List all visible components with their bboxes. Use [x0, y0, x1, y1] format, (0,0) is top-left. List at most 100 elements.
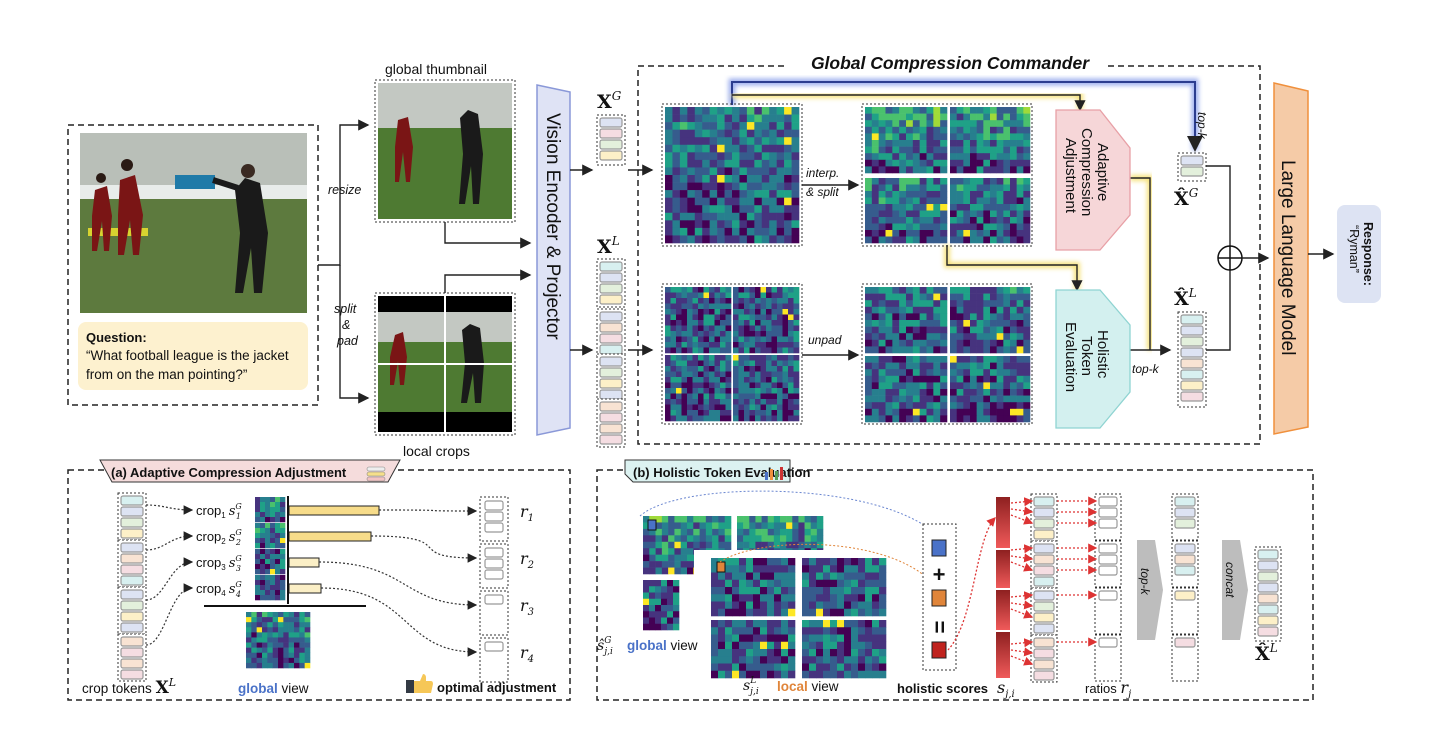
panel-a: (a) Adaptive Compression Adjustment crop… [67, 459, 571, 701]
token [599, 356, 623, 367]
concat-arrow: concat [1222, 540, 1248, 640]
token-stack [596, 308, 626, 358]
token [120, 589, 144, 600]
thumbs-up-icon [406, 674, 433, 693]
token [1180, 380, 1204, 391]
token [1098, 637, 1118, 648]
red-connector [1010, 561, 1034, 572]
token-stack [1030, 540, 1058, 589]
global-score-symbol: ŝG j,i [597, 636, 613, 657]
score-symbol: sj,i [997, 678, 1015, 700]
token [599, 389, 623, 400]
token-stack [1177, 311, 1207, 408]
heatmap [865, 356, 948, 423]
xl-label: XL [597, 234, 620, 258]
token [484, 500, 504, 511]
score-bar [996, 590, 1010, 630]
dotted-connector [145, 531, 194, 551]
heatmaps [665, 107, 1031, 423]
local-crops [374, 292, 516, 436]
token [1174, 543, 1196, 554]
dotted-connector [370, 535, 478, 563]
token [1098, 496, 1118, 507]
token-stack [1030, 634, 1058, 683]
token [1033, 590, 1055, 601]
heatmap [733, 355, 800, 422]
sum-operator-icon [1217, 245, 1243, 271]
token [1180, 347, 1204, 358]
question-text-line2: from on the man pointing?” [86, 367, 247, 382]
red-connector [1010, 608, 1034, 619]
llm-block: Large Language Model [1273, 82, 1309, 435]
bar-chart-icon [765, 467, 783, 480]
question-title: Question: [86, 330, 147, 345]
token [599, 333, 623, 344]
llm-label: Large Language Model [1277, 160, 1298, 355]
token [1257, 571, 1279, 582]
pad-label: pad [336, 334, 359, 348]
token [120, 600, 144, 611]
topk-global-label: top-k [1195, 112, 1209, 140]
heatmap [950, 107, 1031, 174]
heatmap [865, 287, 948, 354]
dotted-connector [145, 557, 194, 601]
holistic-score-square [931, 641, 947, 659]
token [1257, 560, 1279, 571]
heatmap [711, 620, 796, 679]
red-connector [1010, 553, 1034, 563]
token [120, 506, 144, 517]
token-stack [596, 398, 626, 448]
response-title: Response: [1361, 222, 1375, 286]
token [599, 412, 623, 423]
token-stacks [596, 114, 1207, 448]
score-combination: + = [922, 523, 957, 671]
heatmap [802, 620, 887, 679]
sliders-icon [366, 466, 386, 482]
local-view-label: local view [777, 679, 839, 694]
question-box [78, 322, 308, 390]
crop-label: crop3 sG 3 [196, 554, 242, 573]
token [484, 569, 504, 580]
token-stack [596, 353, 626, 403]
token [484, 558, 504, 569]
token [1033, 576, 1055, 587]
token [120, 528, 144, 539]
crop-label: crop4 sG 4 [196, 580, 242, 599]
token [1257, 582, 1279, 593]
red-connector [1010, 638, 1034, 648]
token [1033, 496, 1055, 507]
aca-label-3: Adjustment [1062, 138, 1079, 214]
topk-arrow-label: top-k [1138, 568, 1152, 596]
heatmap [255, 497, 286, 523]
token [120, 575, 144, 586]
plus-sign: + [933, 562, 946, 587]
vision-encoder-label: Vision Encoder & Projector [542, 113, 563, 340]
unpad-label: unpad [808, 333, 842, 347]
token [599, 283, 623, 294]
resize-label: resize [328, 183, 361, 197]
token [599, 150, 623, 161]
global-view-label-b: global view [627, 638, 698, 653]
token [599, 272, 623, 283]
hte-module: Holistic Token Evaluation [1055, 289, 1131, 429]
input-panel: Question: “What football league is the j… [67, 124, 319, 406]
heatmap [802, 558, 887, 617]
heatmap [643, 580, 680, 631]
token [1098, 507, 1118, 518]
token [1174, 518, 1196, 529]
token [120, 542, 144, 553]
topk-arrow: top-k [1137, 540, 1163, 640]
token [599, 401, 623, 412]
token [599, 322, 623, 333]
red-connector [1010, 647, 1034, 657]
token [1033, 648, 1055, 659]
local-token-marker [716, 561, 726, 573]
score-bar [996, 550, 1010, 588]
token-stack [117, 539, 147, 588]
output-xhat-l-label: X̂L [1255, 641, 1278, 665]
and-split-label: & split [806, 185, 839, 199]
token [484, 511, 504, 522]
token-stack [117, 492, 147, 541]
heatmap [255, 523, 286, 549]
branch-arrows: resize split & pad [318, 119, 370, 404]
